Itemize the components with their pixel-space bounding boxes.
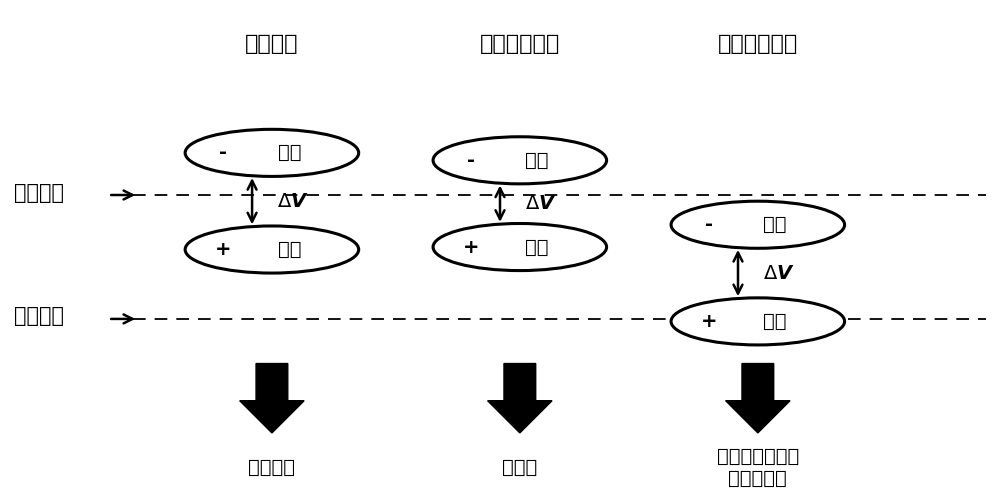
Text: -: - bbox=[705, 215, 713, 234]
FancyArrow shape bbox=[488, 363, 552, 433]
Text: -: - bbox=[219, 143, 227, 162]
Ellipse shape bbox=[185, 130, 359, 176]
Text: 阳极极限: 阳极极限 bbox=[14, 306, 64, 327]
Text: $\Delta \bfit{V}$: $\Delta \bfit{V}$ bbox=[763, 264, 795, 283]
Text: 端子: 端子 bbox=[525, 151, 549, 170]
Ellipse shape bbox=[671, 298, 845, 345]
FancyArrow shape bbox=[726, 363, 790, 433]
Text: 热逸溃: 热逸溃 bbox=[502, 458, 537, 477]
FancyArrow shape bbox=[240, 363, 304, 433]
Ellipse shape bbox=[671, 201, 845, 248]
Text: 超过阳极极限: 超过阳极极限 bbox=[718, 34, 798, 54]
Text: +: + bbox=[463, 237, 479, 257]
Text: +: + bbox=[701, 312, 717, 331]
Text: $\Delta \bfit{V}$: $\Delta \bfit{V}$ bbox=[277, 192, 309, 211]
Ellipse shape bbox=[185, 226, 359, 273]
Text: 正常操作: 正常操作 bbox=[248, 458, 295, 477]
Text: 超过阴极极限: 超过阴极极限 bbox=[480, 34, 560, 54]
Ellipse shape bbox=[433, 223, 607, 271]
Ellipse shape bbox=[433, 137, 607, 184]
Text: 正常范围: 正常范围 bbox=[245, 34, 299, 54]
Text: $\Delta \bfit{V}$: $\Delta \bfit{V}$ bbox=[525, 194, 557, 213]
Text: 枝状晶体的形成
（电短路）: 枝状晶体的形成 （电短路） bbox=[717, 447, 799, 488]
Text: 端子: 端子 bbox=[763, 312, 787, 331]
Text: 端子: 端子 bbox=[278, 143, 301, 162]
Text: 端子: 端子 bbox=[763, 215, 787, 234]
Text: 端子: 端子 bbox=[278, 240, 301, 259]
Text: +: + bbox=[215, 240, 232, 259]
Text: 端子: 端子 bbox=[525, 237, 549, 257]
Text: 阴极极限: 阴极极限 bbox=[14, 182, 64, 203]
Text: -: - bbox=[467, 151, 475, 170]
